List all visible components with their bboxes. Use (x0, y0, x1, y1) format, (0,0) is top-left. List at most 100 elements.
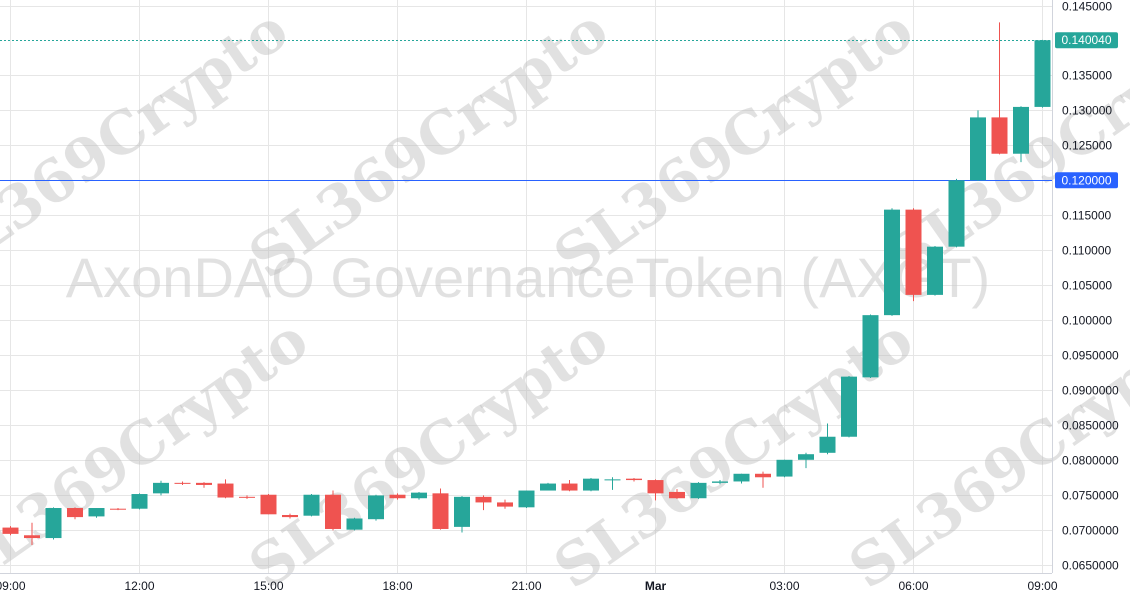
x-tick-label: 09:00 (0, 579, 26, 593)
candle-body (626, 478, 642, 481)
candle-body (604, 479, 621, 481)
candle-body (647, 480, 664, 494)
candle-up (88, 508, 105, 518)
candle-body (110, 508, 126, 510)
candle-body (24, 535, 40, 539)
candle-body (411, 492, 427, 499)
x-tick-label: 18:00 (382, 579, 412, 593)
candle-body (260, 494, 277, 515)
candle-up (927, 245, 943, 296)
candle-body (67, 508, 83, 518)
candle-up (948, 178, 965, 248)
y-tick-label: 0.0950000 (1062, 349, 1119, 363)
time-axis[interactable]: 09:00 12:00 15:00 18:00 21:00 Mar 03:00 06:00 09… (0, 579, 1058, 593)
candle-body (970, 117, 986, 181)
candle-down (196, 482, 212, 488)
x-tick-label: 21:00 (511, 579, 541, 593)
candle-down (260, 494, 277, 515)
y-tick-label: 0.0800000 (1062, 454, 1119, 468)
candle-body (1013, 106, 1029, 154)
candle-down (239, 495, 255, 499)
candle-body (841, 376, 857, 437)
candle-up (970, 110, 986, 181)
candle-down (647, 479, 664, 501)
candle-body (927, 246, 943, 295)
candle-body (131, 494, 148, 509)
candle-body (454, 496, 470, 527)
candle-up (1013, 106, 1029, 163)
candle-up (712, 480, 728, 485)
candle-body (862, 315, 879, 378)
candle-body (948, 180, 965, 247)
candle-up (1034, 39, 1051, 108)
candle-body (475, 496, 492, 503)
candle-body (905, 209, 922, 295)
y-tick-label: 0.115000 (1062, 209, 1111, 223)
candle-body (389, 494, 406, 499)
candle-down (475, 495, 492, 511)
last-price-tag-text: 0.140040 (1061, 33, 1111, 47)
candle-up (454, 496, 470, 533)
candle-body (733, 473, 750, 482)
candle-body (239, 496, 255, 498)
y-tick-label: 0.135000 (1062, 69, 1112, 83)
candle-body (561, 483, 578, 491)
y-tick-label: 0.0900000 (1062, 384, 1119, 398)
candle-body (325, 494, 341, 529)
candle-down (669, 489, 685, 499)
candle-down (905, 208, 922, 302)
y-tick-label: 0.110000 (1062, 244, 1111, 258)
candle-body (346, 518, 363, 530)
candle-body (540, 483, 556, 491)
candle-up (884, 208, 900, 316)
y-tick-label: 0.105000 (1062, 279, 1112, 293)
candle-up (45, 507, 62, 540)
candle-up (131, 493, 148, 510)
candle-up (733, 473, 750, 484)
candle-up (540, 482, 556, 491)
y-tick-label: 0.0850000 (1062, 419, 1119, 433)
candle-up (798, 452, 814, 469)
y-tick-label: 0.100000 (1062, 314, 1112, 328)
x-tick-label: 03:00 (769, 579, 799, 593)
candle-body (88, 508, 105, 517)
x-tick-label: 06:00 (898, 579, 928, 593)
y-tick-label: 0.0700000 (1062, 524, 1119, 538)
candle-body (1034, 40, 1051, 107)
level-price-tag-text: 0.120000 (1061, 173, 1111, 187)
candle-body (2, 527, 19, 534)
candle-body (798, 454, 814, 460)
candle-up (819, 423, 836, 455)
candle-body (991, 117, 1008, 154)
candle-body (45, 508, 62, 539)
candle-body (755, 473, 771, 478)
candle-up (153, 480, 169, 496)
y-tick-label: 0.0750000 (1062, 489, 1119, 503)
y-tick-label: 0.125000 (1062, 139, 1112, 153)
candle-down (432, 488, 449, 530)
candle-down (67, 507, 83, 520)
candle-body (690, 482, 707, 499)
candle-up (690, 482, 707, 499)
candle-up (862, 314, 879, 379)
price-axis[interactable]: 0.145000 0.135000 0.130000 0.125000 0.115000… (1062, 0, 1119, 573)
price-tags: 0.140040 0.120000 (1055, 32, 1118, 189)
candle-down (626, 477, 642, 482)
watermark-title: AxonDAO GovernanceToken (AXGT) (66, 246, 990, 309)
candle-body (583, 478, 599, 491)
level-price-tag (1055, 172, 1118, 189)
candle-down (497, 499, 513, 509)
candle-up (368, 494, 384, 521)
candle-down (991, 22, 1008, 155)
candle-up (583, 477, 599, 492)
candle-body (174, 482, 191, 484)
x-tick-label: Mar (645, 579, 667, 593)
candle-body (432, 493, 449, 529)
candle-down (217, 479, 234, 499)
candle-down (282, 513, 298, 519)
candle-down (2, 526, 19, 536)
y-tick-label: 0.0650000 (1062, 559, 1119, 573)
candle-body (884, 209, 900, 316)
